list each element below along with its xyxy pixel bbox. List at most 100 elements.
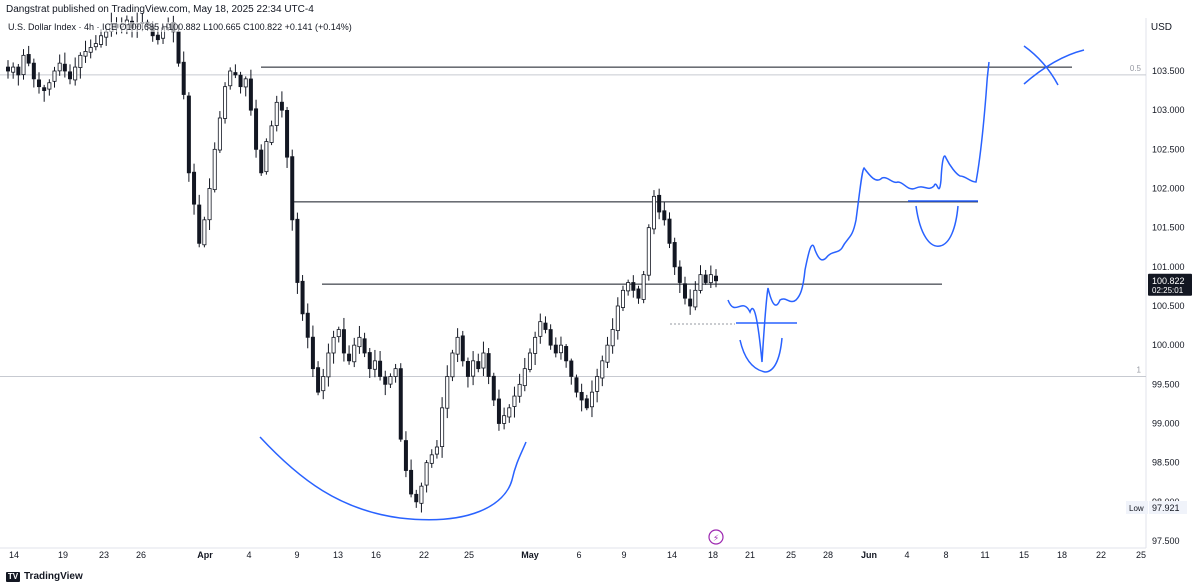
candle-body bbox=[693, 289, 698, 308]
target-x-drawing bbox=[1023, 45, 1059, 86]
currency-label[interactable]: USD bbox=[1150, 22, 1172, 33]
candle-body bbox=[481, 352, 486, 369]
tradingview-logo[interactable]: TV TradingView bbox=[6, 571, 83, 582]
candle-body bbox=[677, 266, 682, 283]
candle-body bbox=[615, 305, 620, 332]
candle-body bbox=[414, 493, 419, 503]
candle-body bbox=[502, 415, 507, 424]
candle-body bbox=[78, 54, 83, 68]
candle-body bbox=[512, 395, 517, 407]
candle-body bbox=[688, 298, 693, 307]
candle-body bbox=[620, 289, 625, 308]
y-tick-label: 100.000 bbox=[1152, 340, 1185, 350]
candle-body bbox=[11, 66, 16, 73]
y-tick-label: 99.000 bbox=[1152, 419, 1180, 429]
candle-body bbox=[631, 282, 636, 291]
candle-body bbox=[378, 360, 383, 377]
y-tick-label: 98.500 bbox=[1152, 458, 1180, 468]
candle-body bbox=[465, 360, 470, 377]
candle-body bbox=[471, 360, 476, 377]
candle-body bbox=[450, 352, 455, 378]
candle-body bbox=[202, 219, 207, 246]
candle-body bbox=[57, 62, 62, 72]
candle-body bbox=[517, 383, 522, 397]
candle-body bbox=[662, 210, 667, 221]
x-tick-label: 13 bbox=[333, 550, 343, 560]
x-tick-label: 19 bbox=[58, 550, 68, 560]
candle-body bbox=[259, 149, 264, 174]
x-tick-label: 22 bbox=[1096, 550, 1106, 560]
x-tick-label: 9 bbox=[294, 550, 299, 560]
candle-body bbox=[424, 462, 429, 486]
candle-body bbox=[610, 329, 615, 347]
candle-body bbox=[538, 321, 543, 337]
candle-body bbox=[605, 344, 610, 363]
x-tick-label: 15 bbox=[1019, 550, 1029, 560]
candle-body bbox=[357, 336, 362, 348]
candle-body bbox=[233, 72, 238, 76]
candle-body bbox=[383, 376, 388, 385]
footer-bar bbox=[0, 568, 1200, 587]
candle-body bbox=[714, 275, 719, 282]
symbol-legend[interactable]: U.S. Dollar Index · 4h · ICE O100.685 H1… bbox=[8, 22, 352, 32]
candle-body bbox=[527, 352, 532, 370]
x-tick-label: 18 bbox=[708, 550, 718, 560]
candle-body bbox=[37, 79, 42, 88]
candle-body bbox=[429, 454, 434, 464]
y-tick-label: 102.500 bbox=[1152, 144, 1185, 154]
candle-body bbox=[62, 63, 67, 72]
low-value-label: 97.921 bbox=[1152, 503, 1180, 513]
candle-body bbox=[336, 329, 341, 338]
candle-body bbox=[646, 227, 651, 276]
candle-body bbox=[26, 54, 31, 64]
candle-body bbox=[52, 70, 57, 82]
candle-body bbox=[574, 377, 579, 393]
x-tick-label: 16 bbox=[371, 550, 381, 560]
candle-body bbox=[491, 375, 496, 401]
candle-body bbox=[398, 368, 403, 440]
x-tick-label: 8 bbox=[943, 550, 948, 560]
candle-body bbox=[496, 398, 501, 424]
candle-body bbox=[636, 288, 641, 299]
flash-icon bbox=[708, 529, 724, 545]
candle-body bbox=[279, 101, 284, 111]
x-tick-label: 21 bbox=[745, 550, 755, 560]
y-tick-label: 103.000 bbox=[1152, 105, 1185, 115]
x-tick-label: 28 bbox=[823, 550, 833, 560]
low-label: Low bbox=[1129, 504, 1144, 513]
candle-body bbox=[352, 344, 357, 363]
candle-body bbox=[440, 407, 445, 447]
published-caption: Dangstrat published on TradingView.com, … bbox=[6, 4, 314, 15]
candle-body bbox=[667, 218, 672, 244]
candle-body bbox=[243, 78, 248, 88]
x-tick-label: 25 bbox=[786, 550, 796, 560]
candle-body bbox=[181, 61, 186, 95]
candle-body bbox=[21, 54, 26, 76]
candle-body bbox=[316, 367, 321, 393]
x-tick-label: Apr bbox=[197, 550, 213, 560]
candle-body bbox=[698, 274, 703, 291]
candle-body bbox=[176, 31, 181, 64]
candle-body bbox=[223, 86, 228, 119]
y-tick-label: 100.500 bbox=[1152, 301, 1185, 311]
candle-body bbox=[584, 398, 589, 409]
flash-icon-glyph: ⚡ bbox=[713, 533, 719, 543]
x-tick-label: 25 bbox=[1136, 550, 1146, 560]
low-label-badge bbox=[1126, 501, 1148, 515]
candle-body bbox=[16, 66, 21, 76]
x-tick-label: 23 bbox=[99, 550, 109, 560]
candle-body bbox=[393, 368, 398, 377]
candle-body bbox=[269, 125, 274, 143]
x-tick-label: 11 bbox=[980, 550, 989, 560]
candle-body bbox=[347, 353, 352, 362]
tradingview-brand: TradingView bbox=[24, 571, 83, 582]
candle-body bbox=[248, 78, 253, 111]
candle-body bbox=[460, 335, 465, 362]
candle-body bbox=[228, 70, 233, 87]
candle-body bbox=[708, 274, 713, 284]
candle-body bbox=[310, 336, 315, 370]
candle-body bbox=[626, 282, 631, 292]
candle-body bbox=[274, 101, 279, 126]
